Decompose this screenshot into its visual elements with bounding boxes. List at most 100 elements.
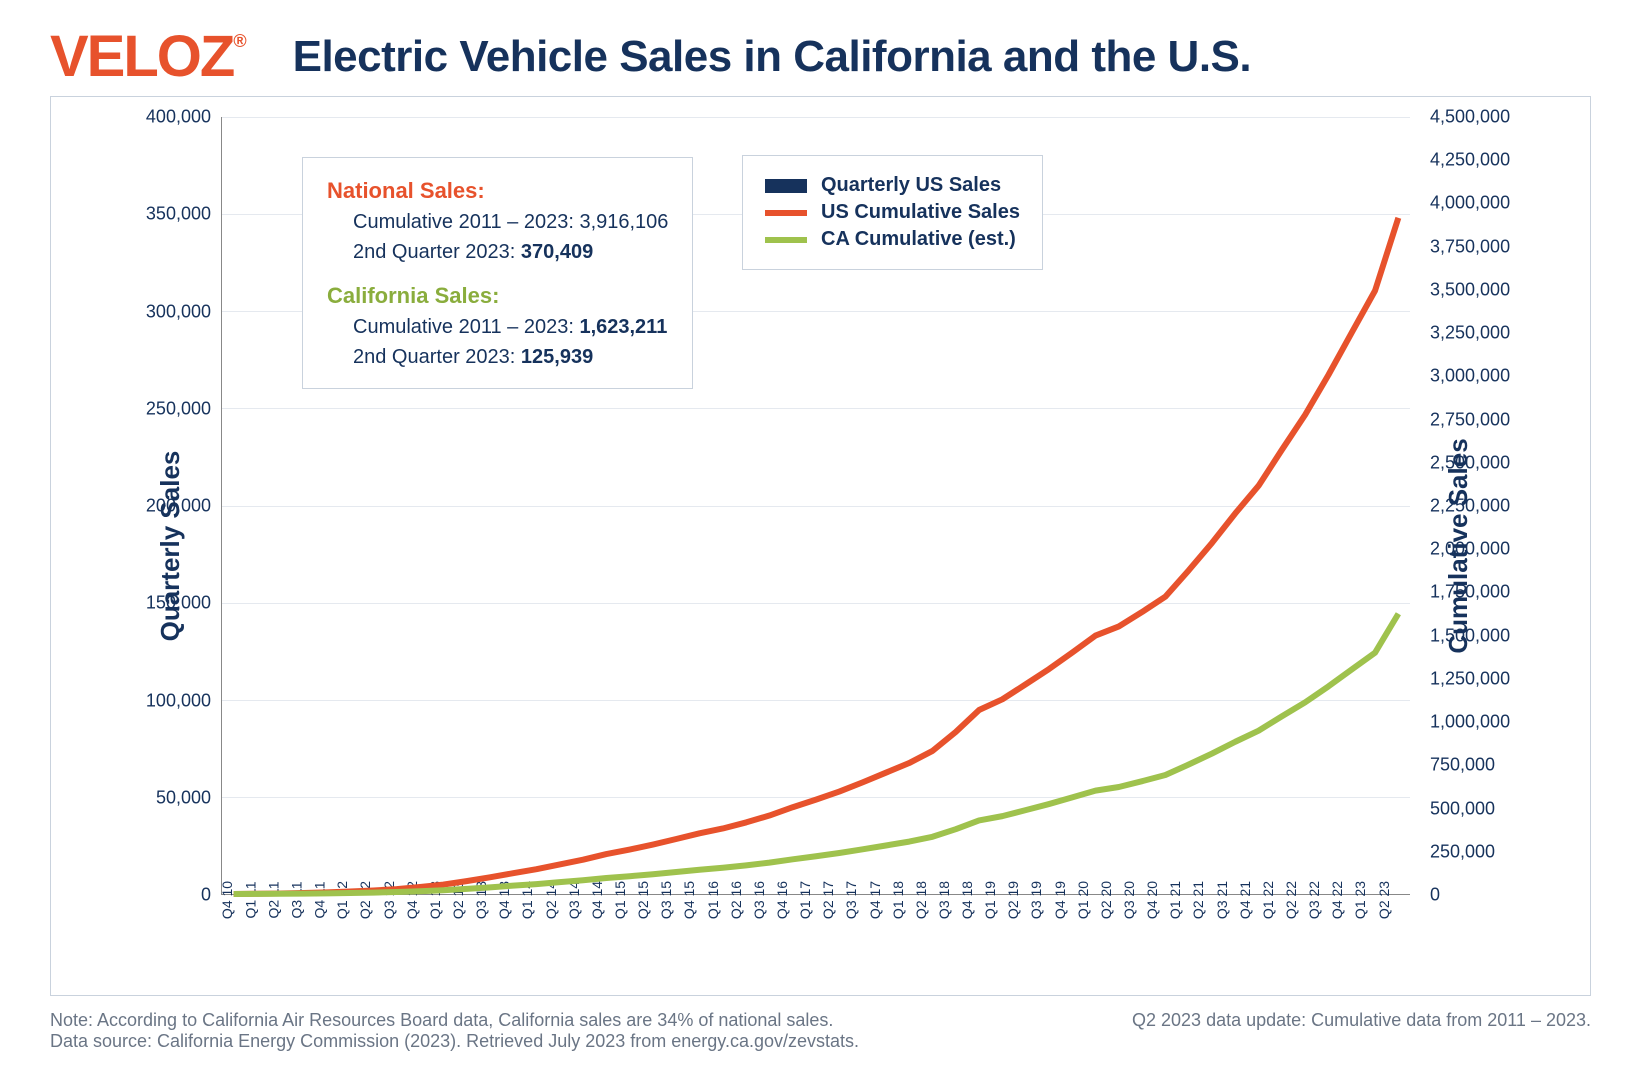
x-tick-label: Q2 20 xyxy=(1098,881,1114,919)
x-tick-label: Q2 16 xyxy=(728,881,744,919)
x-tick-label: Q1 18 xyxy=(890,881,906,919)
y-right-tick: 3,750,000 xyxy=(1430,236,1520,257)
x-tick-label: Q4 20 xyxy=(1144,881,1160,919)
x-tick-label: Q4 21 xyxy=(1237,881,1253,919)
x-tick-label: Q4 17 xyxy=(866,881,882,919)
brand-name: VELOZ xyxy=(50,24,233,89)
legend-swatch-line xyxy=(765,237,807,243)
info-box: National Sales: Cumulative 2011 – 2023: … xyxy=(302,157,693,389)
x-tick-label: Q1 13 xyxy=(427,881,443,919)
x-tick-label: Q1 20 xyxy=(1075,881,1091,919)
y-right-tick: 250,000 xyxy=(1430,841,1520,862)
y-left-tick: 0 xyxy=(121,885,211,906)
x-tick-label: Q1 17 xyxy=(797,881,813,919)
page-title: Electric Vehicle Sales in California and… xyxy=(293,32,1252,82)
y-right-tick: 750,000 xyxy=(1430,755,1520,776)
x-tick-label: Q1 19 xyxy=(982,881,998,919)
x-tick-label: Q2 15 xyxy=(635,881,651,919)
y-right-tick: 3,500,000 xyxy=(1430,279,1520,300)
x-tick-label: Q3 16 xyxy=(751,881,767,919)
x-tick-label: Q4 11 xyxy=(312,881,328,918)
y-left-tick: 50,000 xyxy=(121,787,211,808)
footnotes-right: Q2 2023 data update: Cumulative data fro… xyxy=(1132,1010,1591,1052)
info-california-q2: 2nd Quarter 2023: 125,939 xyxy=(327,342,668,372)
brand-logo: VELOZ® xyxy=(50,28,245,86)
x-tick-label: Q1 15 xyxy=(612,881,628,919)
x-tick-label: Q3 14 xyxy=(566,881,582,919)
y-right-tick: 0 xyxy=(1430,885,1520,906)
info-national-heading: National Sales: xyxy=(327,174,668,207)
x-tick-label: Q3 13 xyxy=(473,881,489,919)
y-right-tick: 4,250,000 xyxy=(1430,150,1520,171)
x-tick-label: Q3 21 xyxy=(1214,881,1230,919)
x-tick-label: Q4 14 xyxy=(589,881,605,919)
info-california-heading: California Sales: xyxy=(327,279,668,312)
x-tick-label: Q2 19 xyxy=(1005,881,1021,919)
legend-item: Quarterly US Sales xyxy=(765,174,1020,197)
x-tick-label: Q3 20 xyxy=(1121,881,1137,919)
x-tick-label: Q1 22 xyxy=(1260,881,1276,919)
info-national-q2: 2nd Quarter 2023: 370,409 xyxy=(327,237,668,267)
x-tick-label: Q2 17 xyxy=(820,881,836,919)
x-tick-label: Q3 11 xyxy=(288,881,304,918)
y-left-axis-title: Quarterly Sales xyxy=(155,451,186,642)
y-right-tick: 500,000 xyxy=(1430,798,1520,819)
x-tick-label: Q2 18 xyxy=(913,881,929,919)
x-tick-label: Q2 23 xyxy=(1376,881,1392,919)
legend: Quarterly US Sales US Cumulative Sales CA … xyxy=(742,155,1043,270)
chart-frame: 050,000100,000150,000200,000250,000300,0… xyxy=(50,96,1591,996)
legend-item: US Cumulative Sales xyxy=(765,201,1020,224)
x-tick-label: Q1 16 xyxy=(704,881,720,919)
y-right-axis-title: Cumulative Sales xyxy=(1443,438,1474,653)
page-root: VELOZ® Electric Vehicle Sales in Califor… xyxy=(0,0,1641,1080)
legend-label: CA Cumulative (est.) xyxy=(821,228,1016,251)
x-tick-label: Q2 11 xyxy=(265,881,281,918)
footnotes: Note: According to California Air Resour… xyxy=(50,1010,1591,1052)
x-tick-label: Q4 12 xyxy=(404,881,420,919)
brand-reg-mark: ® xyxy=(233,31,244,51)
legend-swatch-line xyxy=(765,210,807,216)
x-tick-label: Q4 16 xyxy=(774,881,790,919)
x-tick-label: Q3 22 xyxy=(1306,881,1322,919)
legend-item: CA Cumulative (est.) xyxy=(765,228,1020,251)
legend-label: US Cumulative Sales xyxy=(821,201,1020,224)
y-right-tick: 3,000,000 xyxy=(1430,366,1520,387)
info-california-cumulative: Cumulative 2011 – 2023: 1,623,211 xyxy=(327,312,668,342)
y-right-tick: 4,000,000 xyxy=(1430,193,1520,214)
y-right-tick: 4,500,000 xyxy=(1430,107,1520,128)
info-national-cumulative: Cumulative 2011 – 2023: 3,916,106 xyxy=(327,207,668,237)
y-left-tick: 350,000 xyxy=(121,204,211,225)
x-tick-label: Q4 18 xyxy=(959,881,975,919)
header: VELOZ® Electric Vehicle Sales in Califor… xyxy=(50,28,1591,86)
footnotes-left: Note: According to California Air Resour… xyxy=(50,1010,859,1052)
legend-label: Quarterly US Sales xyxy=(821,174,1001,197)
x-tick-label: Q1 23 xyxy=(1352,881,1368,919)
y-left-tick: 400,000 xyxy=(121,107,211,128)
x-tick-label: Q3 12 xyxy=(380,881,396,919)
x-tick-label: Q2 12 xyxy=(357,881,373,919)
x-tick-label: Q4 10 xyxy=(218,881,234,919)
x-tick-label: Q1 11 xyxy=(242,881,258,918)
x-tick-label: Q4 15 xyxy=(681,881,697,919)
x-tick-label: Q3 18 xyxy=(936,881,952,919)
x-tick-label: Q2 13 xyxy=(450,881,466,919)
y-left-tick: 300,000 xyxy=(121,301,211,322)
x-tick-label: Q1 12 xyxy=(334,881,350,919)
x-tick-label: Q1 21 xyxy=(1167,881,1183,919)
x-tick-label: Q4 13 xyxy=(496,881,512,919)
y-right-tick: 1,250,000 xyxy=(1430,668,1520,689)
y-left-tick: 100,000 xyxy=(121,690,211,711)
x-tick-label: Q4 19 xyxy=(1052,881,1068,919)
x-tick-label: Q2 21 xyxy=(1190,881,1206,919)
x-tick-label: Q2 22 xyxy=(1283,881,1299,919)
footnote-source: Data source: California Energy Commissio… xyxy=(50,1031,859,1052)
x-tick-label: Q3 19 xyxy=(1028,881,1044,919)
y-right-tick: 3,250,000 xyxy=(1430,323,1520,344)
x-tick-label: Q2 14 xyxy=(542,881,558,919)
footnote-note: Note: According to California Air Resour… xyxy=(50,1010,859,1031)
x-tick-label: Q4 22 xyxy=(1329,881,1345,919)
y-right-tick: 2,750,000 xyxy=(1430,409,1520,430)
y-right-tick: 1,000,000 xyxy=(1430,712,1520,733)
x-tick-label: Q1 14 xyxy=(519,881,535,919)
legend-swatch-bar xyxy=(765,179,807,193)
